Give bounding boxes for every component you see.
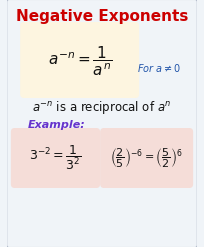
Text: Example:: Example: xyxy=(28,120,85,130)
Text: $3^{-2} = \dfrac{1}{3^2}$: $3^{-2} = \dfrac{1}{3^2}$ xyxy=(29,144,82,172)
Text: $a^{-n}$ is a reciprocal of $a^n$: $a^{-n}$ is a reciprocal of $a^n$ xyxy=(32,99,172,116)
FancyBboxPatch shape xyxy=(6,0,198,247)
FancyBboxPatch shape xyxy=(11,128,100,188)
Text: $\left(\dfrac{2}{5}\right)^{-6} = \left(\dfrac{5}{2}\right)^{6}$: $\left(\dfrac{2}{5}\right)^{-6} = \left(… xyxy=(110,146,183,170)
FancyBboxPatch shape xyxy=(20,22,139,98)
Text: $\mathit{For}\ a \neq 0$: $\mathit{For}\ a \neq 0$ xyxy=(137,62,181,74)
FancyBboxPatch shape xyxy=(100,128,193,188)
Text: $a^{-n} = \dfrac{1}{a^n}$: $a^{-n} = \dfrac{1}{a^n}$ xyxy=(48,44,112,78)
Text: Negative Exponents: Negative Exponents xyxy=(16,9,188,24)
